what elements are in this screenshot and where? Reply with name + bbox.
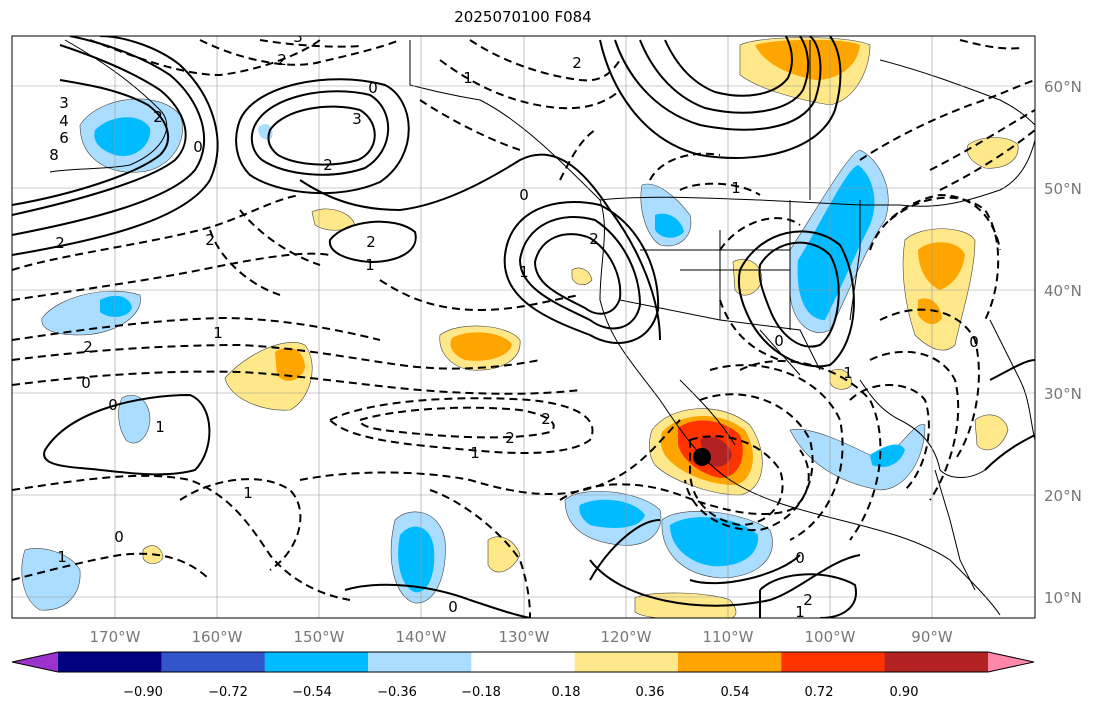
contour-label: 0 — [774, 332, 784, 350]
colorbar-extend-low — [12, 652, 58, 672]
lon-label: 140°W — [396, 628, 447, 646]
contour-label: 1 — [155, 418, 165, 436]
contour-label: 0 — [108, 396, 118, 414]
solid-contours — [12, 36, 1035, 618]
lon-label: 130°W — [499, 628, 550, 646]
map-frame — [11, 35, 1036, 619]
colorbar-segment — [884, 652, 989, 672]
contour-label: 0 — [448, 598, 458, 616]
contour-label: 1 — [213, 324, 223, 342]
contour-label: 2 — [83, 338, 93, 356]
colorbar-tick-label: 0.54 — [721, 685, 750, 700]
lat-label: 20°N — [1044, 487, 1082, 505]
contour-label: 1 — [470, 444, 480, 462]
colorbar-segment — [471, 652, 576, 672]
colorbar-segment — [368, 652, 472, 672]
lat-label: 40°N — [1044, 282, 1082, 300]
colorbar-ticks: −0.90 −0.72 −0.54 −0.36 −0.18 0.18 0.36 … — [123, 685, 918, 700]
colorbar-tick-label: −0.72 — [208, 685, 248, 700]
colorbar-tick-label: 0.72 — [805, 685, 834, 700]
contour-label: 2 — [323, 156, 333, 174]
colorbar: −0.90 −0.72 −0.54 −0.36 −0.18 0.18 0.36 … — [11, 651, 1035, 700]
lat-label: 60°N — [1044, 78, 1082, 96]
contour-label: 1 — [795, 603, 805, 621]
contour-label: 0 — [795, 549, 805, 567]
colorbar-tick-label: −0.90 — [123, 685, 163, 700]
contour-label: 1 — [57, 548, 67, 566]
lon-label: 170°W — [90, 628, 141, 646]
colorbar-segments — [11, 651, 1035, 673]
contour-label: 8 — [49, 146, 59, 164]
colorbar-tick-label: 0.18 — [552, 685, 581, 700]
contour-label: 2 — [505, 429, 515, 447]
contour-label: 0 — [193, 138, 203, 156]
gridlines — [12, 36, 1035, 618]
contour-label: 2 — [277, 51, 287, 69]
contour-label: 3 — [352, 110, 362, 128]
colorbar-tick-label: 0.90 — [890, 685, 919, 700]
colorbar-tick-label: −0.18 — [461, 685, 501, 700]
lat-label: 10°N — [1044, 589, 1082, 607]
lat-label: 30°N — [1044, 385, 1082, 403]
colorbar-segment — [161, 652, 266, 672]
contour-label: 6 — [59, 129, 69, 147]
colorbar-extend-high — [988, 652, 1034, 672]
contour-label: 2 — [541, 410, 551, 428]
contour-label: 2 — [366, 233, 376, 251]
contour-label: 2 — [803, 591, 813, 609]
colorbar-tick-label: −0.36 — [377, 685, 417, 700]
colorbar-segment — [781, 652, 886, 672]
contour-label: 1 — [519, 263, 529, 281]
contour-label: 0 — [368, 79, 378, 97]
contour-label: 1 — [243, 484, 253, 502]
contour-label: 2 — [572, 54, 582, 72]
contour-label: 2 — [589, 230, 599, 248]
colorbar-tick-label: −0.54 — [292, 685, 332, 700]
contour-label: 1 — [843, 364, 853, 382]
dashed-contours — [12, 39, 1035, 618]
colorbar-segment — [264, 652, 369, 672]
contour-labels: 3 2 0 1 3 2 2 3 4 6 8 2 2 0 2 1 2 0 1 2 … — [49, 28, 979, 621]
contour-label: 1 — [365, 256, 375, 274]
contour-label: 4 — [59, 112, 69, 130]
contour-label: 2 — [153, 108, 163, 126]
longitude-labels: 170°W 160°W 150°W 140°W 130°W 120°W 110°… — [90, 628, 953, 646]
contour-label: 2 — [205, 231, 215, 249]
contour-label: 0 — [969, 333, 979, 351]
lon-label: 150°W — [294, 628, 345, 646]
lon-label: 160°W — [192, 628, 243, 646]
contour-label: 0 — [114, 528, 124, 546]
storm-center-marker — [693, 448, 711, 466]
contour-label: 2 — [55, 234, 65, 252]
latitude-labels: 60°N 50°N 40°N 30°N 20°N 10°N — [1044, 78, 1082, 607]
colorbar-segment — [678, 652, 782, 672]
contour-label: 0 — [519, 186, 529, 204]
contour-label: 0 — [81, 374, 91, 392]
lon-label: 100°W — [805, 628, 856, 646]
colorbar-segment — [58, 652, 162, 672]
map-area: 3 2 0 1 3 2 2 3 4 6 8 2 2 0 2 1 2 0 1 2 … — [12, 28, 1035, 621]
lon-label: 110°W — [703, 628, 754, 646]
contour-label: 1 — [731, 179, 741, 197]
colorbar-tick-label: 0.36 — [636, 685, 665, 700]
colorbar-segment — [574, 652, 679, 672]
lat-label: 50°N — [1044, 180, 1082, 198]
lon-label: 90°W — [911, 628, 953, 646]
contour-label: 3 — [293, 28, 303, 46]
map-title: 2025070100 F084 — [454, 8, 592, 26]
contour-label: 1 — [463, 69, 473, 87]
colorbar-outline — [11, 651, 1035, 673]
lon-label: 120°W — [601, 628, 652, 646]
contour-label: 3 — [59, 94, 69, 112]
